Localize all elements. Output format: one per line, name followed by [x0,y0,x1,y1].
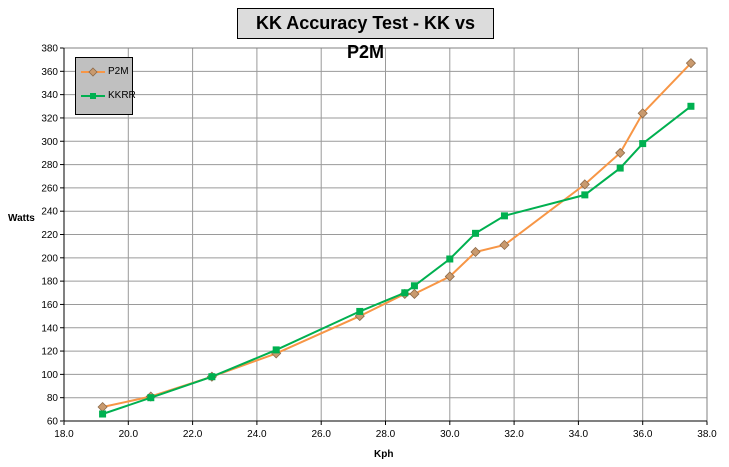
data-point-p2m [579,179,590,190]
y-tick-label: 380 [41,44,58,55]
y-tick-label: 240 [41,207,58,218]
legend-entry-p2m: P2M [80,64,132,82]
y-tick-label: 100 [41,370,58,381]
y-tick-label: 140 [41,323,58,334]
x-tick-label: 26.0 [311,429,331,440]
data-point-kkrr [639,140,647,148]
tick-labels: 60 80 100 120 140 160 180 200 220 240 260 280 300 320… [41,44,717,441]
data-point-p2m [685,58,696,69]
y-tick-label: 340 [41,90,58,101]
x-axis-label: Kph [374,449,394,460]
y-tick-label: 300 [41,137,58,148]
y-tick-label: 60 [47,417,59,428]
series-line-kkrr [102,105,692,415]
series-lines [97,58,696,418]
grid [63,47,708,422]
x-tick-label: 22.0 [183,429,203,440]
data-point-kkrr [208,373,216,381]
data-point-kkrr [410,282,418,290]
y-tick-label: 320 [41,113,58,124]
y-tick-label: 120 [41,347,58,358]
chart-title: KK Accuracy Test - KK vs P2M [237,8,494,62]
data-point-kkrr [99,410,107,418]
x-tick-label: 36.0 [633,429,653,440]
data-point-kkrr [581,191,589,199]
data-point-p2m [444,271,455,282]
data-point-p2m [615,147,626,158]
y-tick-label: 280 [41,160,58,171]
data-point-kkrr [616,164,624,172]
data-point-p2m [499,239,510,251]
series-line-p2m [102,62,692,408]
legend-marker-p2m [88,67,98,77]
legend-label-p2m: P2M [108,66,129,77]
data-point-kkrr [500,212,508,220]
data-point-p2m [97,401,108,413]
y-tick-label: 200 [41,253,58,264]
x-tick-label: 28.0 [376,429,396,440]
y-tick-label: 180 [41,277,58,288]
series-p2m [97,58,696,413]
y-tick-label: 220 [41,230,58,241]
data-point-p2m [470,246,481,258]
legend-marker-kkrr [90,93,96,99]
legend-label-kkrr: KKRR [108,90,136,101]
x-tick-label: 34.0 [569,429,589,440]
data-point-p2m [409,288,420,300]
x-tick-label: 20.0 [119,429,139,440]
data-point-kkrr [687,102,695,110]
y-tick-label: 260 [41,183,58,194]
x-tick-label: 32.0 [504,429,524,440]
x-tick-label: 24.0 [247,429,267,440]
data-point-kkrr [401,289,409,297]
y-tick-label: 360 [41,67,58,78]
data-point-kkrr [147,394,155,402]
x-tick-label: 18.0 [54,429,74,440]
data-point-p2m [637,108,648,119]
axes [60,47,708,425]
data-point-kkrr [272,346,280,354]
x-tick-label: 30.0 [440,429,460,440]
x-tick-label: 38.0 [697,429,717,440]
y-tick-label: 80 [47,393,59,404]
legend-entry-kkrr: KKRR [80,88,136,106]
data-point-kkrr [356,307,364,315]
series-kkrr [99,102,695,418]
data-point-kkrr [472,229,480,237]
legend: P2M KKRR [75,57,136,115]
data-point-kkrr [446,255,454,263]
y-axis-label: Watts [8,213,35,224]
y-tick-label: 160 [41,300,58,311]
